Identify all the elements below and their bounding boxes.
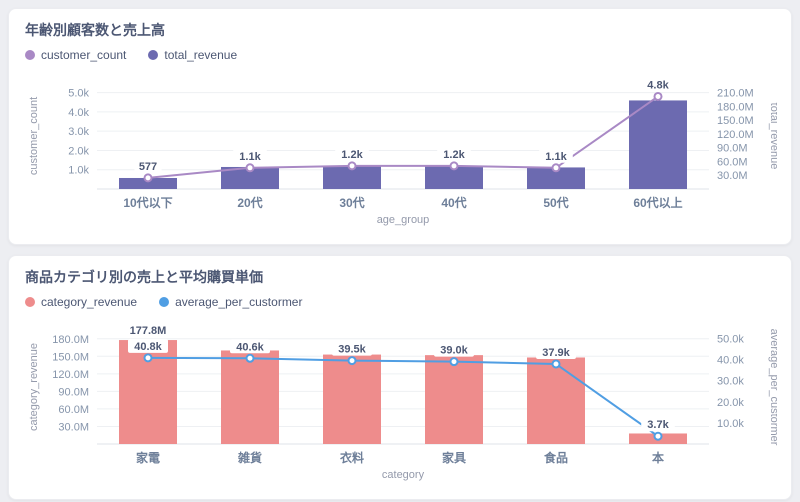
- svg-text:1.2k: 1.2k: [341, 149, 363, 161]
- svg-text:39.5k: 39.5k: [338, 344, 366, 356]
- svg-text:60.0M: 60.0M: [717, 156, 748, 168]
- chart-card-age: 年齢別顧客数と売上高 customer_count total_revenue …: [8, 8, 792, 245]
- legend-item-customer-count[interactable]: customer_count: [25, 48, 126, 62]
- svg-text:20代: 20代: [237, 195, 262, 210]
- svg-text:40.0k: 40.0k: [717, 355, 744, 367]
- svg-text:50代: 50代: [543, 195, 568, 210]
- svg-text:150.0M: 150.0M: [52, 351, 89, 363]
- legend-label: customer_count: [41, 48, 127, 62]
- svg-text:150.0M: 150.0M: [717, 115, 754, 127]
- svg-text:60.0M: 60.0M: [58, 404, 89, 416]
- combo-chart-category[interactable]: 30.0M 60.0M 90.0M 120.0M 150.0M 180.0M 10.0k 20…: [25, 316, 780, 484]
- svg-text:5.0k: 5.0k: [68, 88, 89, 100]
- svg-text:age_group: age_group: [377, 214, 430, 226]
- svg-text:1.1k: 1.1k: [545, 151, 567, 163]
- svg-text:customer_count: customer_count: [28, 97, 40, 175]
- legend-dot-icon: [148, 50, 159, 60]
- svg-text:30.0M: 30.0M: [717, 170, 748, 182]
- svg-text:average_per_custormer: average_per_custormer: [768, 329, 777, 446]
- svg-text:120.0M: 120.0M: [52, 369, 89, 381]
- svg-text:total_revenue: total_revenue: [768, 103, 777, 170]
- legend-label: category_revenue: [41, 295, 138, 309]
- chart-area: 1.0k 2.0k 3.0k 4.0k 5.0k 30.0M 60.0M 90.0M 120.0…: [25, 69, 780, 234]
- svg-text:50.0k: 50.0k: [717, 333, 744, 345]
- card-title[interactable]: 商品カテゴリ別の売上と平均購買単価: [25, 269, 263, 285]
- svg-text:衣料: 衣料: [340, 450, 364, 465]
- svg-text:category: category: [382, 469, 425, 481]
- svg-text:1.1k: 1.1k: [239, 151, 261, 163]
- card-title[interactable]: 年齢別顧客数と売上高: [25, 22, 165, 38]
- svg-text:本: 本: [652, 450, 664, 465]
- svg-text:1.2k: 1.2k: [443, 149, 465, 161]
- svg-text:210.0M: 210.0M: [717, 88, 754, 100]
- legend-label: average_per_custormer: [175, 295, 303, 309]
- svg-text:177.8M: 177.8M: [130, 325, 167, 337]
- svg-text:180.0M: 180.0M: [52, 334, 89, 346]
- svg-text:10代以下: 10代以下: [123, 195, 172, 210]
- svg-text:category_revenue: category_revenue: [28, 343, 40, 431]
- legend-dot-icon: [159, 297, 170, 307]
- legend-item-total-revenue[interactable]: total_revenue: [148, 48, 237, 62]
- svg-text:120.0M: 120.0M: [717, 129, 754, 141]
- svg-text:10.0k: 10.0k: [717, 418, 744, 430]
- legend-dot-icon: [25, 297, 35, 307]
- chart-card-category: 商品カテゴリ別の売上と平均購買単価 category_revenue avera…: [8, 255, 792, 500]
- legend: customer_count total_revenue: [25, 47, 775, 63]
- chart-area: 30.0M 60.0M 90.0M 120.0M 150.0M 180.0M 10.0k 20…: [25, 316, 780, 489]
- svg-text:180.0M: 180.0M: [717, 101, 754, 113]
- svg-text:40.8k: 40.8k: [134, 341, 162, 353]
- svg-text:39.0k: 39.0k: [440, 345, 468, 357]
- svg-text:3.7k: 3.7k: [647, 419, 669, 431]
- svg-text:家電: 家電: [136, 450, 160, 465]
- svg-text:4.8k: 4.8k: [647, 79, 669, 91]
- svg-text:577: 577: [139, 161, 157, 173]
- svg-text:90.0M: 90.0M: [58, 386, 89, 398]
- svg-text:家具: 家具: [442, 450, 466, 465]
- legend-item-category-revenue[interactable]: category_revenue: [25, 295, 137, 309]
- svg-text:40.6k: 40.6k: [236, 341, 264, 353]
- legend-dot-icon: [25, 50, 35, 60]
- legend: category_revenue average_per_custormer: [25, 294, 775, 310]
- svg-text:30.0M: 30.0M: [58, 421, 89, 433]
- svg-text:40代: 40代: [441, 195, 466, 210]
- svg-text:2.0k: 2.0k: [68, 145, 89, 157]
- svg-text:90.0M: 90.0M: [717, 143, 748, 155]
- svg-text:30.0k: 30.0k: [717, 376, 744, 388]
- svg-text:4.0k: 4.0k: [68, 107, 89, 119]
- svg-text:1.0k: 1.0k: [68, 165, 89, 177]
- legend-item-average-per-customer[interactable]: average_per_custormer: [159, 295, 302, 309]
- svg-text:3.0k: 3.0k: [68, 126, 89, 138]
- svg-text:30代: 30代: [339, 195, 364, 210]
- svg-text:雑貨: 雑貨: [237, 450, 262, 465]
- legend-label: total_revenue: [164, 48, 238, 62]
- svg-text:60代以上: 60代以上: [633, 195, 682, 210]
- svg-text:食品: 食品: [543, 450, 568, 465]
- svg-text:37.9k: 37.9k: [542, 347, 570, 359]
- svg-text:20.0k: 20.0k: [717, 397, 744, 409]
